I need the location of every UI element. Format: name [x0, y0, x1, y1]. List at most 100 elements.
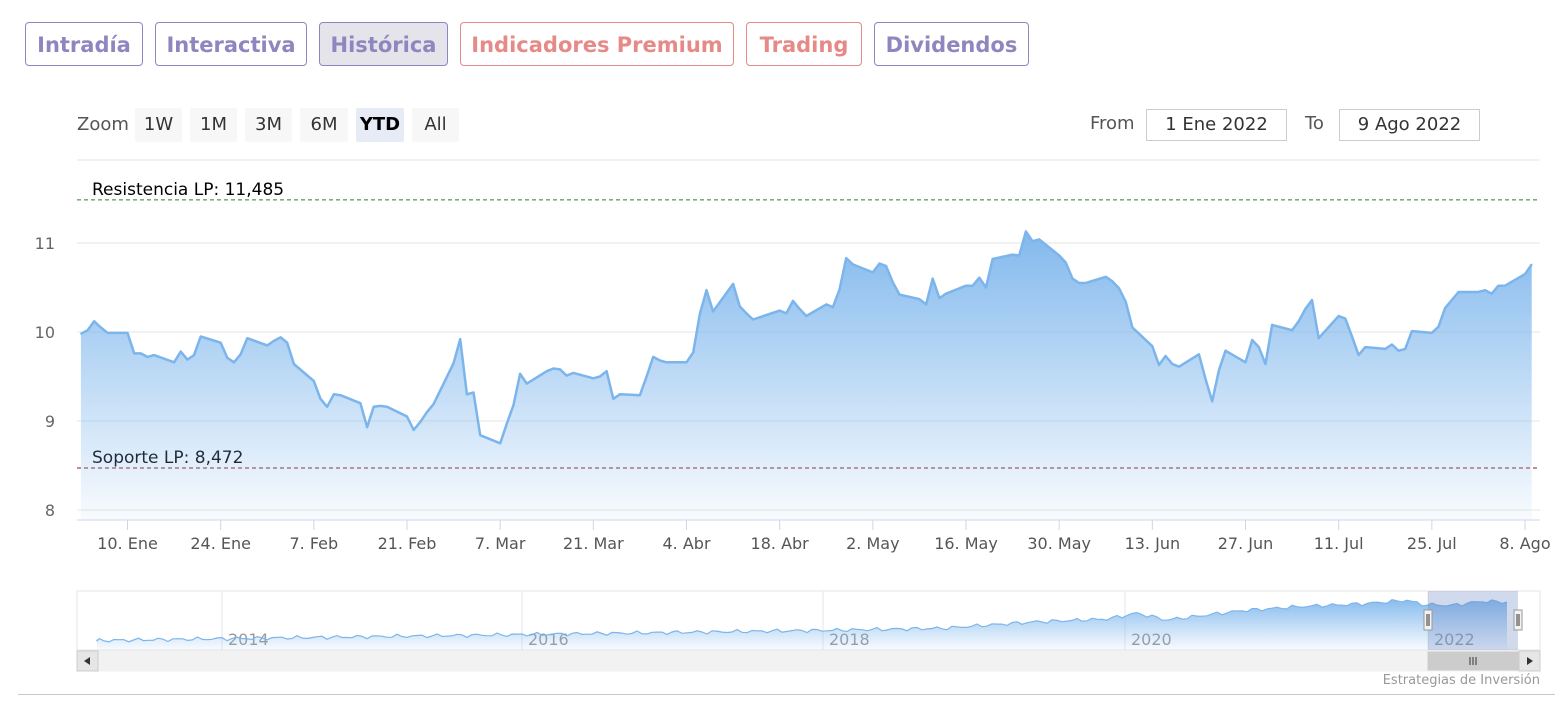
tab-historica[interactable]: Histórica: [319, 22, 448, 66]
data-point: [692, 351, 694, 354]
zoom-label: Zoom: [77, 114, 129, 135]
data-point: [985, 286, 987, 289]
data-point: [406, 415, 408, 418]
data-point: [792, 300, 794, 302]
chevron-right-icon: [1527, 657, 1533, 665]
x-tick-label: 11. Jul: [1314, 534, 1364, 553]
data-point: [778, 309, 781, 312]
data-point: [313, 380, 315, 382]
zoom-1w-button[interactable]: 1W: [135, 108, 182, 142]
data-point: [1078, 282, 1080, 284]
data-point: [1497, 284, 1500, 287]
data-point: [892, 281, 894, 284]
zoom-ytd-button[interactable]: YTD: [356, 108, 404, 142]
data-point: [153, 354, 155, 356]
data-point: [712, 310, 714, 313]
y-tick-label: 9: [45, 412, 55, 431]
data-point: [1151, 345, 1154, 348]
data-point: [1524, 273, 1526, 275]
x-axis: 10. Ene 24. Ene 7. Feb 21. Feb 7. Mar 21. Mar…: [77, 519, 1551, 553]
x-tick-label: 4. Abr: [662, 534, 710, 553]
data-point: [419, 421, 422, 423]
navigator-left-handle[interactable]: [1423, 609, 1433, 631]
to-label: To: [1305, 113, 1324, 134]
data-point: [825, 303, 828, 306]
data-point: [1264, 363, 1267, 365]
data-point: [246, 337, 249, 340]
data-point: [645, 375, 648, 378]
x-tick-label: 25. Jul: [1407, 534, 1457, 553]
data-point: [1304, 308, 1307, 310]
zoom-6m-button[interactable]: 6M: [300, 108, 348, 142]
data-point: [379, 405, 382, 407]
data-point: [925, 303, 927, 306]
data-point: [1111, 280, 1114, 283]
data-point: [1384, 348, 1387, 350]
x-tick-label: 7. Feb: [289, 534, 338, 553]
scrollbar[interactable]: [76, 650, 1541, 672]
data-point: [685, 361, 688, 364]
data-point: [366, 426, 368, 429]
tab-interactiva[interactable]: Interactiva: [155, 22, 307, 66]
data-point: [472, 391, 475, 394]
data-point: [852, 263, 854, 266]
data-point: [239, 353, 242, 356]
data-point: [798, 308, 801, 310]
navigator[interactable]: 20142016201820202022: [76, 590, 1541, 651]
data-point: [432, 403, 435, 405]
data-point: [1271, 324, 1273, 326]
data-point: [971, 284, 974, 287]
data-point: [512, 404, 515, 406]
data-point: [1444, 307, 1446, 309]
zoom-all-button[interactable]: All: [412, 108, 459, 142]
zoom-3m-button[interactable]: 3M: [245, 108, 292, 142]
data-point: [1011, 253, 1014, 256]
navigator-right-handle[interactable]: [1513, 609, 1523, 631]
data-point: [219, 341, 222, 344]
data-point: [1457, 291, 1460, 293]
data-point: [133, 352, 135, 355]
data-point: [619, 393, 621, 396]
data-point: [100, 326, 102, 329]
data-point: [845, 257, 847, 259]
data-point: [339, 394, 342, 397]
data-point: [931, 277, 934, 280]
tab-intradia[interactable]: Intradía: [25, 22, 143, 66]
from-date-input[interactable]: 1 Ene 2022: [1146, 109, 1287, 141]
data-point: [1178, 365, 1180, 368]
data-point: [1357, 354, 1360, 356]
data-point: [126, 332, 129, 334]
tab-dividendos[interactable]: Dividendos: [874, 22, 1029, 66]
data-point: [898, 293, 901, 296]
data-point: [978, 276, 981, 279]
navigator-area: [97, 599, 1507, 650]
x-tick-label: 21. Mar: [563, 534, 624, 553]
x-tick-label: 10. Ene: [97, 534, 158, 553]
data-point: [805, 315, 808, 317]
to-date-input[interactable]: 9 Ago 2022: [1339, 109, 1480, 141]
data-point: [659, 359, 661, 362]
series-line: [80, 230, 1533, 445]
data-point: [326, 406, 328, 408]
data-point: [652, 356, 654, 358]
x-tick-label: 13. Jun: [1125, 534, 1181, 553]
data-point: [1124, 300, 1127, 303]
y-tick-label: 11: [35, 234, 55, 253]
tab-trading[interactable]: Trading: [746, 22, 862, 66]
data-point: [918, 298, 921, 300]
data-point: [93, 320, 95, 323]
data-point: [499, 442, 502, 445]
tab-indicadores-premium[interactable]: Indicadores Premium: [460, 22, 734, 66]
data-point: [279, 336, 282, 339]
data-point: [1291, 329, 1293, 332]
data-point: [386, 406, 388, 408]
data-point: [146, 356, 149, 358]
from-label: From: [1090, 113, 1135, 134]
data-point: [1058, 254, 1060, 257]
data-point: [592, 377, 595, 380]
zoom-1m-button[interactable]: 1M: [190, 108, 237, 142]
x-tick-label: 27. Jun: [1218, 534, 1274, 553]
data-point: [526, 382, 528, 385]
data-point: [266, 344, 269, 347]
data-point: [1484, 289, 1486, 292]
